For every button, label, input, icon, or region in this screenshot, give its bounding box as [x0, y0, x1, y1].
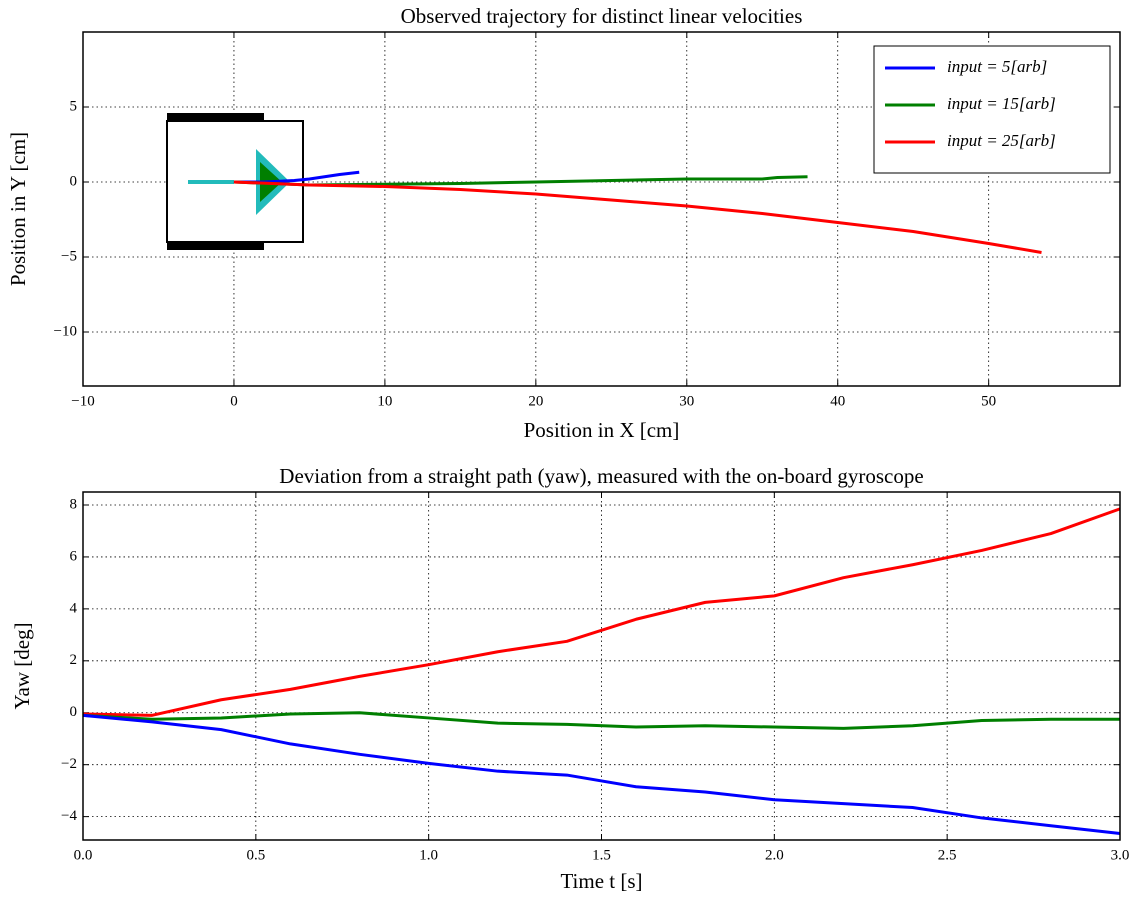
- x-tick-label: 2.0: [765, 847, 784, 863]
- y-tick-label: 8: [70, 496, 78, 512]
- x-axis-label: Time t [s]: [560, 869, 642, 893]
- x-tick-label: 1.5: [592, 847, 611, 863]
- x-tick-label: 50: [981, 393, 996, 409]
- chart-title: Observed trajectory for distinct linear …: [401, 4, 803, 28]
- series-line: [82, 713, 1121, 835]
- x-tick-label: 10: [377, 393, 392, 409]
- axes-frame: [82, 491, 1121, 841]
- y-axis-label: Yaw [deg]: [10, 622, 34, 709]
- x-tick-label: 1.0: [419, 847, 438, 863]
- y-tick-label: 0: [70, 173, 78, 189]
- axes-frame: [82, 31, 1121, 387]
- y-tick-label: −10: [54, 323, 77, 339]
- legend-label: input = 25[arb]: [947, 131, 1056, 150]
- y-tick-label: 4: [70, 600, 78, 616]
- series-line: [233, 180, 1042, 254]
- y-tick-label: −2: [61, 756, 77, 772]
- x-tick-label: 0: [230, 393, 238, 409]
- y-tick-label: 5: [70, 98, 78, 114]
- y-tick-label: 2: [70, 652, 78, 668]
- y-tick-label: 0: [70, 704, 78, 720]
- x-tick-label: 0.0: [74, 847, 93, 863]
- x-tick-label: 0.5: [246, 847, 265, 863]
- series-line: [82, 711, 1120, 730]
- chart-title: Deviation from a straight path (yaw), me…: [279, 464, 923, 488]
- x-tick-label: 3.0: [1111, 847, 1130, 863]
- legend-label: input = 5[arb]: [947, 57, 1047, 76]
- x-axis-label: Position in X [cm]: [524, 418, 680, 442]
- robot-wheel: [167, 241, 264, 250]
- legend-label: input = 15[arb]: [947, 94, 1056, 113]
- y-axis-label: Position in Y [cm]: [6, 132, 30, 286]
- x-tick-label: 20: [528, 393, 543, 409]
- series-line: [82, 507, 1121, 717]
- y-tick-label: −4: [61, 808, 77, 824]
- x-tick-label: −10: [71, 393, 94, 409]
- y-tick-label: −5: [61, 248, 77, 264]
- x-tick-label: 2.5: [938, 847, 957, 863]
- x-tick-label: 30: [679, 393, 694, 409]
- robot-wheel: [167, 113, 264, 122]
- x-tick-label: 40: [830, 393, 845, 409]
- y-tick-label: 6: [70, 548, 78, 564]
